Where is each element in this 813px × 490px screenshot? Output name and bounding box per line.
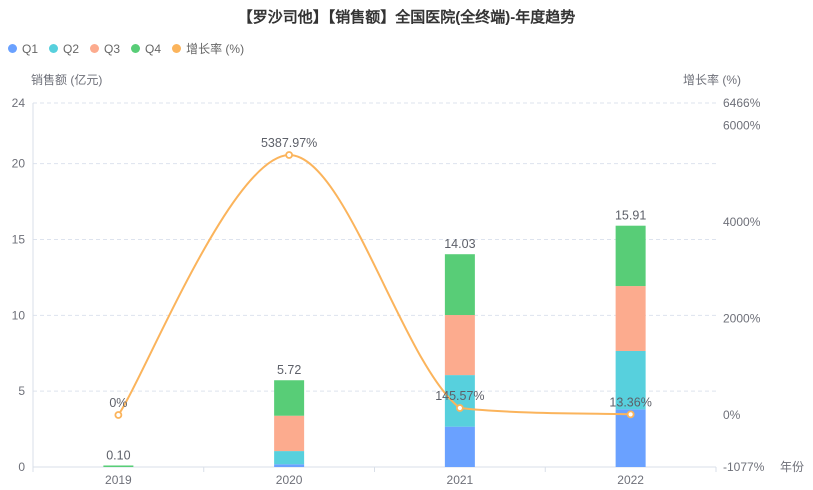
legend-label-q4: Q4 xyxy=(145,41,162,56)
bar-segment-Q2-2022[interactable] xyxy=(615,350,646,410)
bar-segment-Q2-2020[interactable] xyxy=(274,451,305,465)
x-axis-name: 年份 xyxy=(780,460,804,474)
left-axis-tick-label: 24 xyxy=(12,96,26,110)
q2-swatch-icon xyxy=(49,44,59,53)
right-axis-tick-label: -1077% xyxy=(723,460,765,474)
legend-item-q2[interactable]: Q2 xyxy=(49,42,79,56)
bar-segment-Q4-2019[interactable] xyxy=(103,465,134,467)
right-axis-name: 增长率 (%) xyxy=(683,72,741,87)
bar-segment-Q1-2022[interactable] xyxy=(615,409,646,467)
bar-segment-Q4-2020[interactable] xyxy=(274,380,305,416)
q3-swatch-icon xyxy=(90,44,100,53)
growth-rate-label: 0% xyxy=(109,396,127,410)
legend-label-q1: Q1 xyxy=(22,41,39,56)
legend-label-q3: Q3 xyxy=(104,41,121,56)
bar-total-label: 15.91 xyxy=(615,209,646,223)
right-axis-tick-label: 2000% xyxy=(723,312,761,326)
x-axis-category-label: 2020 xyxy=(276,473,303,487)
bar-segment-Q1-2020[interactable] xyxy=(274,464,305,467)
left-axis-tick-label: 10 xyxy=(12,308,26,322)
legend-item-q4[interactable]: Q4 xyxy=(131,42,161,56)
left-axis-tick-label: 5 xyxy=(18,384,25,398)
bar-segment-Q2-2021[interactable] xyxy=(444,375,475,427)
bar-segment-Q1-2021[interactable] xyxy=(444,426,475,467)
bar-total-label: 0.10 xyxy=(106,448,130,462)
bar-segment-Q3-2021[interactable] xyxy=(444,315,475,376)
growth-rate-label: 13.36% xyxy=(609,395,651,409)
bar-segment-Q4-2021[interactable] xyxy=(444,254,475,316)
left-axis-tick-label: 20 xyxy=(12,157,26,171)
growth-rate-label: 145.57% xyxy=(435,389,484,403)
bar-total-label: 5.72 xyxy=(277,363,301,377)
q1-swatch-icon xyxy=(8,44,17,53)
right-axis-tick-label: 6466% xyxy=(723,96,761,110)
growth-rate-point-2021[interactable] xyxy=(455,404,464,412)
right-axis-tick-label: 4000% xyxy=(723,215,761,229)
bar-segment-Q3-2022[interactable] xyxy=(615,286,646,351)
growth-rate-point-2020[interactable] xyxy=(285,151,294,159)
x-axis-category-label: 2021 xyxy=(447,473,474,487)
growth-rate-point-2022[interactable] xyxy=(626,410,635,419)
legend-label-q2: Q2 xyxy=(63,41,80,56)
x-axis-category-label: 2019 xyxy=(105,473,132,487)
growth-rate-line[interactable] xyxy=(117,154,632,417)
q4-swatch-icon xyxy=(131,44,141,53)
right-axis-tick-label: 0% xyxy=(723,408,741,422)
right-axis-tick-label: 6000% xyxy=(723,118,761,132)
left-axis-tick-label: 0 xyxy=(18,460,25,474)
growth-rate-label: 5387.97% xyxy=(261,136,317,150)
growth-rate-swatch-icon xyxy=(172,44,182,53)
legend-item-growth-rate[interactable]: 增长率 (%) xyxy=(172,40,244,57)
bar-segment-Q4-2022[interactable] xyxy=(615,225,646,287)
legend-item-q3[interactable]: Q3 xyxy=(90,42,120,56)
x-axis-category-label: 2022 xyxy=(617,473,644,487)
bar-total-label: 14.03 xyxy=(444,237,475,251)
legend: Q1 Q2 Q3 Q4 增长率 (%) xyxy=(8,40,244,57)
left-axis-name: 销售额 (亿元) xyxy=(31,72,102,87)
bar-segment-Q3-2020[interactable] xyxy=(274,415,305,452)
growth-rate-point-2019[interactable] xyxy=(114,411,123,419)
chart-title: 【罗沙司他】【销售额】全国医院(全终端)-年度趋势 xyxy=(237,9,576,26)
legend-item-q1[interactable]: Q1 xyxy=(8,42,38,56)
legend-label-growth-rate: 增长率 (%) xyxy=(186,42,245,56)
left-axis-tick-label: 15 xyxy=(12,233,26,247)
